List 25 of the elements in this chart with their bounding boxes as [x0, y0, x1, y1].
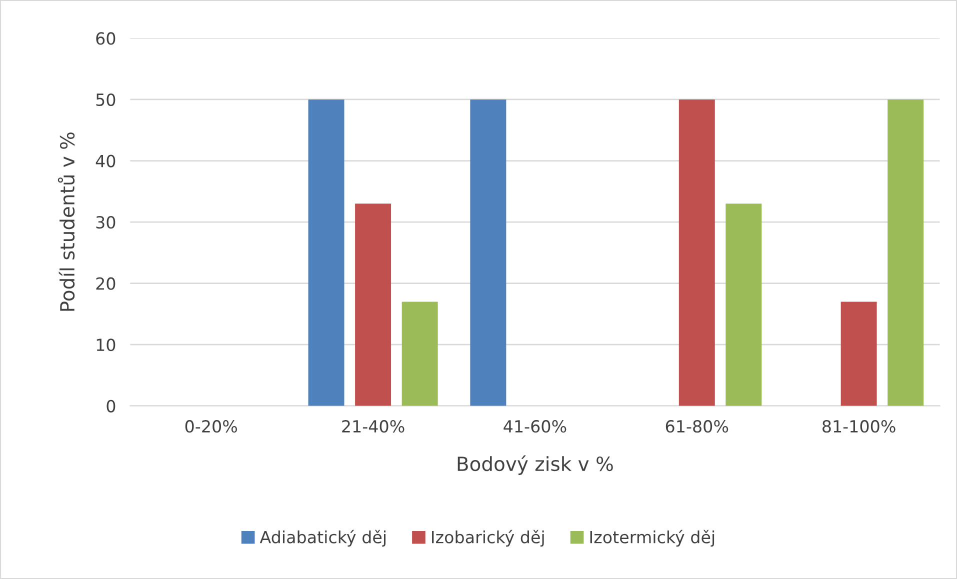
- y-tick-label: 30: [96, 216, 116, 229]
- legend-label: Adiabatický děj: [260, 530, 386, 547]
- y-axis-title: Podíl studentů v %: [58, 132, 75, 311]
- x-tick-label: 81-100%: [822, 420, 896, 433]
- bar: [470, 99, 506, 406]
- bar: [308, 99, 344, 406]
- bar: [678, 99, 715, 406]
- y-tick-label: 0: [106, 400, 116, 412]
- bar: [355, 204, 392, 406]
- y-tick-label: 20: [96, 277, 116, 290]
- bar: [840, 302, 877, 406]
- y-tick-label: 10: [96, 338, 116, 352]
- y-tick-label: 60: [96, 32, 116, 45]
- y-tick-label: 50: [96, 93, 116, 106]
- bar: [726, 204, 762, 406]
- bar: [888, 99, 924, 406]
- x-tick-label: 61-80%: [666, 420, 728, 433]
- legend-label: Izotermický děj: [590, 530, 714, 547]
- bar: [402, 302, 438, 406]
- x-tick-label: 21-40%: [342, 420, 404, 433]
- legend-label: Izobarický děj: [432, 530, 544, 547]
- x-tick-label: 41-60%: [504, 420, 566, 433]
- y-tick-label: 40: [96, 154, 116, 168]
- x-tick-label: 0-20%: [185, 420, 238, 433]
- x-axis-title: Bodový zisk v %: [458, 455, 613, 475]
